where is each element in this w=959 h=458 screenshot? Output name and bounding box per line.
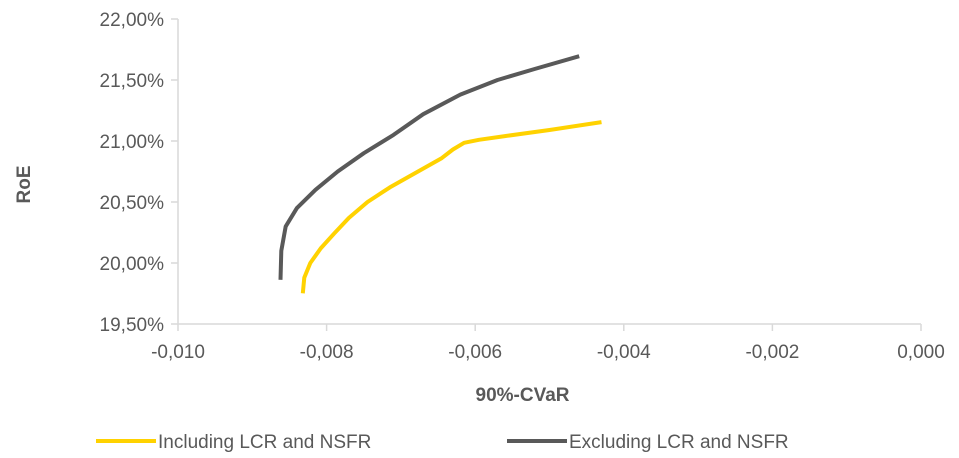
y-tick-label: 19,50% <box>100 315 165 336</box>
y-tick-label: 21,00% <box>100 132 165 153</box>
y-axis-ticks: 19,50% 20,00% 20,50% 21,00% 21,50% 22,00% <box>100 10 178 336</box>
y-tick-label: 20,00% <box>100 254 165 275</box>
x-axis-ticks: -0,010 -0,008 -0,006 -0,004 -0,002 0,000 <box>151 324 945 363</box>
x-tick-label: 0,000 <box>897 342 945 363</box>
legend-label: Including LCR and NSFR <box>158 432 371 453</box>
y-tick-label: 21,50% <box>100 71 165 92</box>
x-tick-label: -0,002 <box>745 342 799 363</box>
series-line-including-lcr-nsfr <box>300 120 602 294</box>
y-axis-title: RoE <box>14 166 35 204</box>
x-tick-label: -0,006 <box>448 342 502 363</box>
series-line-excluding-lcr-nsfr <box>278 54 580 280</box>
legend: Including LCR and NSFR Excluding LCR and … <box>96 432 789 453</box>
x-tick-label: -0,010 <box>151 342 205 363</box>
x-tick-label: -0,008 <box>300 342 354 363</box>
y-tick-label: 20,50% <box>100 193 165 214</box>
y-tick-label: 22,00% <box>100 10 165 31</box>
x-axis-title: 90%-CVaR <box>476 385 570 406</box>
series-layer <box>278 54 602 294</box>
legend-label: Excluding LCR and NSFR <box>569 432 789 453</box>
x-tick-label: -0,004 <box>597 342 651 363</box>
